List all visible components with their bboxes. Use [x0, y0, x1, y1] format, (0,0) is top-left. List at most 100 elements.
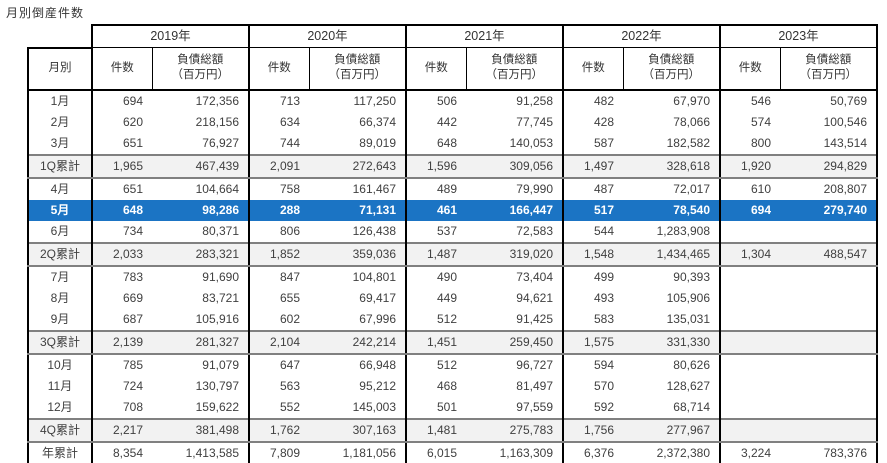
count-cell: 744: [248, 132, 309, 155]
count-cell: 288: [248, 199, 309, 221]
row-label: 9月: [27, 308, 93, 331]
row-label: 3月: [27, 132, 93, 155]
count-cell: 468: [405, 375, 466, 397]
row-label: 2Q累計: [27, 241, 93, 267]
debt-column-header: 負債総額 （百万円）: [622, 47, 721, 91]
debt-cell: 283,321: [152, 241, 249, 267]
debt-cell: 105,906: [623, 287, 720, 309]
count-cell: [719, 329, 780, 355]
table-header: 2019年 2020年 2021年 2022年 2023年 月別 件数 負債総額…: [27, 24, 878, 91]
count-cell: 847: [248, 265, 309, 288]
count-cell: 1,920: [719, 153, 780, 179]
year-header-row: 2019年 2020年 2021年 2022年 2023年: [28, 24, 878, 48]
count-cell: 758: [248, 177, 309, 200]
debt-cell: 81,497: [466, 375, 563, 397]
debt-cell: 128,627: [623, 375, 720, 397]
debt-cell: 281,327: [152, 329, 249, 355]
count-cell: 489: [405, 177, 466, 200]
debt-cell: 259,450: [466, 329, 563, 355]
count-cell: 687: [91, 308, 152, 331]
table-row: 12月 708 159,622 552 145,003 501 97,559 5…: [27, 396, 878, 419]
count-cell: 648: [91, 199, 152, 221]
debt-cell: [780, 329, 878, 355]
count-cell: 6,015: [405, 440, 466, 463]
debt-cell: 117,250: [309, 89, 406, 112]
debt-cell: 242,214: [309, 329, 406, 355]
year-header-2020: 2020年: [248, 24, 407, 48]
count-cell: 1,852: [248, 241, 309, 267]
table-row: 10月 785 91,079 647 66,948 512 96,727 594…: [27, 353, 878, 376]
debt-cell: 79,990: [466, 177, 563, 200]
table-row: 4Q累計 2,217 381,498 1,762 307,163 1,481 2…: [27, 417, 878, 443]
count-cell: 2,104: [248, 329, 309, 355]
count-cell: 563: [248, 375, 309, 397]
debt-cell: 1,163,309: [466, 440, 563, 463]
debt-cell: 105,916: [152, 308, 249, 331]
debt-cell: 182,582: [623, 132, 720, 155]
debt-cell: 2,372,380: [623, 440, 720, 463]
count-cell: 583: [562, 308, 623, 331]
count-cell: 592: [562, 396, 623, 419]
row-label: 7月: [27, 265, 93, 288]
count-cell: 602: [248, 308, 309, 331]
count-cell: 8,354: [91, 440, 152, 463]
count-cell: [719, 265, 780, 288]
debt-column-header: 負債総額 （百万円）: [779, 47, 878, 91]
count-cell: [719, 417, 780, 443]
count-cell: 2,091: [248, 153, 309, 179]
count-cell: 1,756: [562, 417, 623, 443]
table-row: 8月 669 83,721 655 69,417 449 94,621 493 …: [27, 287, 878, 309]
year-header-2023: 2023年: [719, 24, 878, 48]
count-cell: 806: [248, 220, 309, 243]
debt-cell: 80,371: [152, 220, 249, 243]
row-label: 12月: [27, 396, 93, 419]
debt-cell: [780, 287, 878, 309]
count-cell: 785: [91, 353, 152, 376]
count-cell: 2,139: [91, 329, 152, 355]
debt-cell: 72,583: [466, 220, 563, 243]
debt-cell: 67,970: [623, 89, 720, 112]
count-cell: 482: [562, 89, 623, 112]
debt-cell: 95,212: [309, 375, 406, 397]
debt-cell: 159,622: [152, 396, 249, 419]
month-column-header: 月別: [27, 46, 93, 91]
count-cell: 499: [562, 265, 623, 288]
debt-cell: 331,330: [623, 329, 720, 355]
debt-cell: [780, 417, 878, 443]
year-header-2021: 2021年: [405, 24, 564, 48]
debt-cell: 140,053: [466, 132, 563, 155]
count-cell: 2,033: [91, 241, 152, 267]
table-row: 3月 651 76,927 744 89,019 648 140,053 587…: [27, 132, 878, 155]
debt-cell: 96,727: [466, 353, 563, 376]
debt-cell: 91,690: [152, 265, 249, 288]
table-body: 1月 694 172,356 713 117,250 506 91,258 48…: [27, 89, 878, 463]
debt-cell: 91,258: [466, 89, 563, 112]
debt-cell: [780, 375, 878, 397]
debt-cell: 279,740: [780, 199, 878, 221]
count-cell: 1,481: [405, 417, 466, 443]
debt-cell: 277,967: [623, 417, 720, 443]
count-cell: 1,575: [562, 329, 623, 355]
count-cell: 428: [562, 111, 623, 133]
count-cell: 587: [562, 132, 623, 155]
debt-cell: [780, 308, 878, 331]
debt-cell: 91,425: [466, 308, 563, 331]
count-cell: 490: [405, 265, 466, 288]
count-cell: 1,497: [562, 153, 623, 179]
debt-cell: 1,434,465: [623, 241, 720, 267]
page-title: 月別倒産件数: [6, 6, 85, 20]
debt-cell: 381,498: [152, 417, 249, 443]
count-cell: 512: [405, 353, 466, 376]
row-label: 1Q累計: [27, 153, 93, 179]
table-row: 7月 783 91,690 847 104,801 490 73,404 499…: [27, 265, 878, 288]
debt-cell: 68,714: [623, 396, 720, 419]
count-cell: 1,304: [719, 241, 780, 267]
count-cell: 1,596: [405, 153, 466, 179]
debt-cell: 145,003: [309, 396, 406, 419]
debt-cell: 135,031: [623, 308, 720, 331]
debt-cell: [780, 353, 878, 376]
count-cell: 6,376: [562, 440, 623, 463]
count-cell: 3,224: [719, 440, 780, 463]
count-cell: 493: [562, 287, 623, 309]
count-cell: 1,762: [248, 417, 309, 443]
